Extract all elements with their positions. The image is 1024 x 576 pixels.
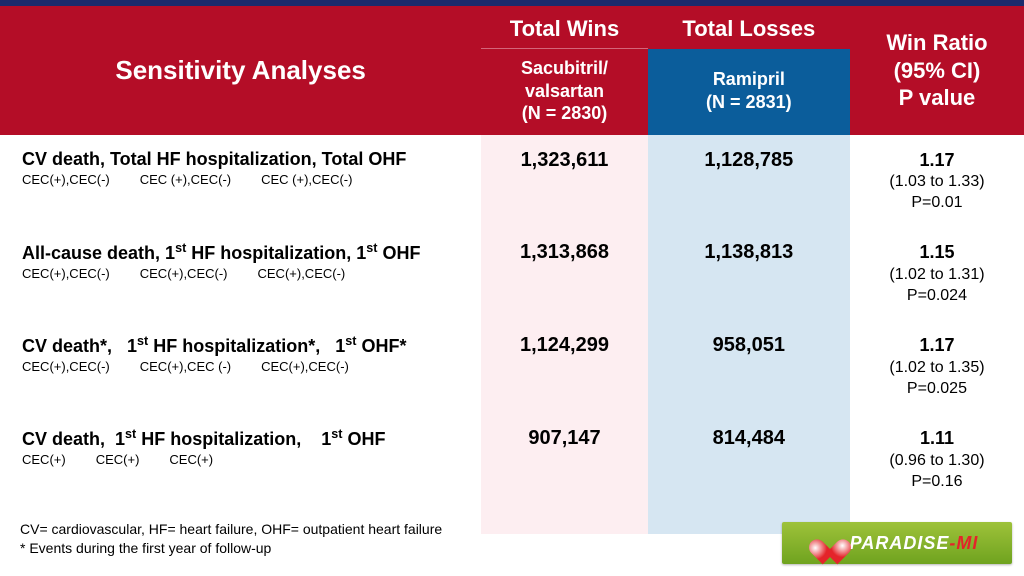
cell-sensitivity: CV death, 1st HF hospitalization, 1st OH… [0,413,481,506]
sens-subpart: CEC (+),CEC(-) [140,172,231,187]
sens-subpart: CEC(+),CEC(-) [140,266,228,281]
wr-value: 1.11 [858,427,1016,450]
cell-losses: 814,484 [648,413,850,506]
cell-win-ratio: 1.11(0.96 to 1.30)P=0.16 [850,413,1024,506]
footnotes: CV= cardiovascular, HF= heart failure, O… [20,520,442,558]
sens-subpart: CEC(+),CEC(-) [258,266,346,281]
sens-subpart: CEC(+),CEC(-) [22,172,110,187]
header-sacubitril: Sacubitril/ valsartan (N = 2830) [481,49,647,135]
sens-subpart: CEC(+) [22,452,66,467]
sens-subpart: CEC(+),CEC(-) [22,359,110,374]
sens-subparts: CEC(+),CEC(-) CEC(+),CEC(-) CEC(+),CEC(-) [22,266,471,281]
cell-win-ratio: 1.17(1.02 to 1.35)P=0.025 [850,320,1024,413]
cell-losses: 1,128,785 [648,135,850,228]
cell-win-ratio: 1.15(1.02 to 1.31)P=0.024 [850,227,1024,320]
cell-sensitivity: CV death, Total HF hospitalization, Tota… [0,135,481,228]
sens-subparts: CEC(+),CEC(-) CEC(+),CEC (-) CEC(+),CEC(-) [22,359,471,374]
cell-losses: 1,138,813 [648,227,850,320]
cell-wins: 1,323,611 [481,135,647,228]
wr-value: 1.17 [858,149,1016,172]
sens-title: CV death*, 1st HF hospitalization*, 1st … [22,334,471,357]
sens-title: CV death, 1st HF hospitalization, 1st OH… [22,427,471,450]
wr-p: P=0.16 [858,472,1016,493]
table-row: CV death, Total HF hospitalization, Tota… [0,135,1024,228]
logo-text: PARADISE-MI [850,533,979,554]
slide: Sensitivity Analyses Total Wins Total Lo… [0,0,1024,576]
heart-icon [816,529,844,557]
wr-p: P=0.01 [858,193,1016,214]
wr-p: P=0.025 [858,379,1016,400]
table-row: All-cause death, 1st HF hospitalization,… [0,227,1024,320]
cell-win-ratio: 1.17(1.03 to 1.33)P=0.01 [850,135,1024,228]
footnote-2: * Events during the first year of follow… [20,539,442,558]
table-row: CV death, 1st HF hospitalization, 1st OH… [0,413,1024,506]
wr-ci: (1.03 to 1.33) [858,172,1016,193]
wr-value: 1.17 [858,334,1016,357]
sens-subpart: CEC(+),CEC(-) [261,359,349,374]
wr-ci: (1.02 to 1.31) [858,265,1016,286]
cell-wins: 1,313,868 [481,227,647,320]
wr-value: 1.15 [858,241,1016,264]
header-sensitivity: Sensitivity Analyses [0,6,481,135]
sens-subpart: CEC(+) [96,452,140,467]
sens-title: All-cause death, 1st HF hospitalization,… [22,241,471,264]
footnote-1: CV= cardiovascular, HF= heart failure, O… [20,520,442,539]
cell-sensitivity: CV death*, 1st HF hospitalization*, 1st … [0,320,481,413]
wr-ci: (1.02 to 1.35) [858,358,1016,379]
sens-subpart: CEC(+),CEC(-) [22,266,110,281]
cell-sensitivity: All-cause death, 1st HF hospitalization,… [0,227,481,320]
sensitivity-table: Sensitivity Analyses Total Wins Total Lo… [0,6,1024,534]
table-row: CV death*, 1st HF hospitalization*, 1st … [0,320,1024,413]
sens-subpart: CEC(+) [169,452,213,467]
header-ramipril: Ramipril (N = 2831) [648,49,850,135]
sens-subparts: CEC(+) CEC(+) CEC(+) [22,452,471,467]
cell-losses: 958,051 [648,320,850,413]
sens-subparts: CEC(+),CEC(-) CEC (+),CEC(-) CEC (+),CEC(-… [22,172,471,187]
cell-wins: 1,124,299 [481,320,647,413]
header-win-ratio: Win Ratio (95% CI) P value [850,6,1024,135]
header-total-wins: Total Wins [481,6,647,49]
sens-subpart: CEC (+),CEC(-) [261,172,352,187]
paradise-mi-logo: PARADISE-MI [782,522,1012,564]
sens-subpart: CEC(+),CEC (-) [140,359,231,374]
table-body: CV death, Total HF hospitalization, Tota… [0,135,1024,535]
cell-wins: 907,147 [481,413,647,506]
sens-title: CV death, Total HF hospitalization, Tota… [22,149,471,170]
wr-ci: (0.96 to 1.30) [858,451,1016,472]
wr-p: P=0.024 [858,286,1016,307]
header-total-losses: Total Losses [648,6,850,49]
